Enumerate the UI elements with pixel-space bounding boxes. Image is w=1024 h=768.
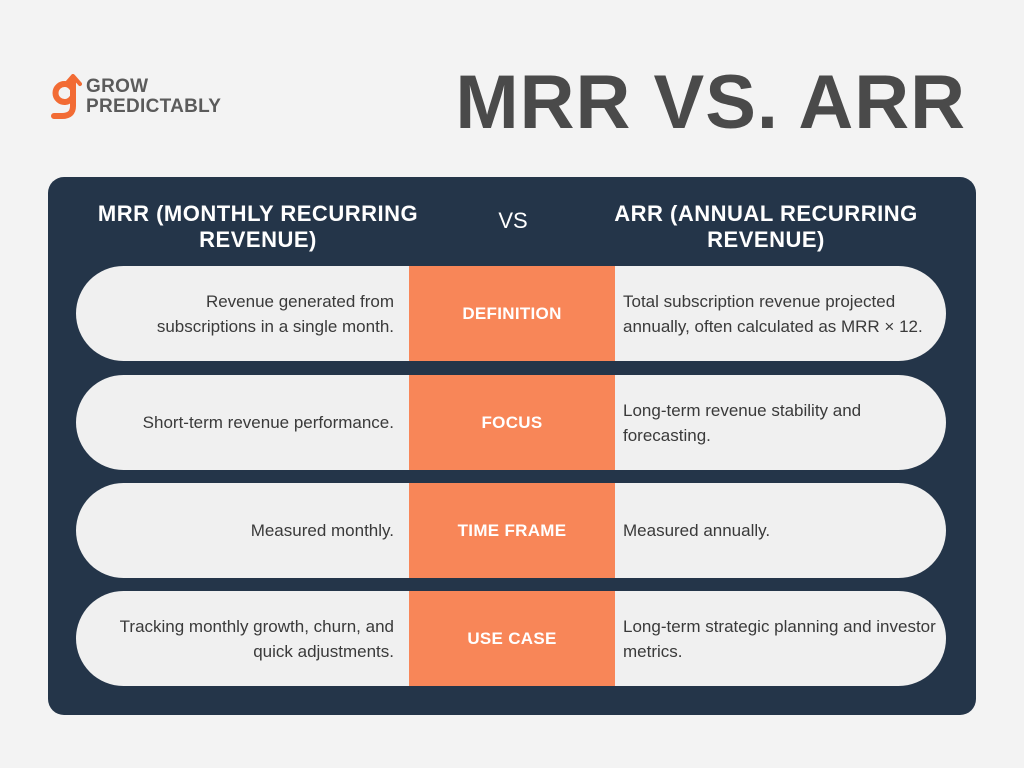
- row-label-cell: FOCUS: [409, 375, 615, 470]
- row-time-frame: TIME FRAME Measured monthly. Measured an…: [76, 483, 946, 578]
- row-definition: DEFINITION Revenue generated from subscr…: [76, 266, 946, 361]
- arr-cell: Long-term strategic planning and investo…: [623, 616, 936, 661]
- row-label: DEFINITION: [462, 303, 562, 323]
- brand-line-1: GROW: [86, 76, 149, 97]
- arr-column-header: ARR (ANNUAL RECURRING REVENUE): [614, 201, 918, 252]
- brand-wordmark: GROW PREDICTABLY: [86, 77, 221, 117]
- brand-line-2: PREDICTABLY: [86, 96, 222, 117]
- row-label-cell: DEFINITION: [409, 266, 615, 361]
- g-arrow-logo-icon: [51, 74, 82, 119]
- mrr-cell: Short-term revenue performance.: [142, 413, 394, 432]
- row-focus: FOCUS Short-term revenue performance. Lo…: [76, 375, 946, 470]
- row-label: TIME FRAME: [457, 520, 567, 540]
- arr-cell: Long-term revenue stability and forecast…: [623, 400, 862, 445]
- mrr-cell: Revenue generated from subscriptions in …: [156, 291, 394, 336]
- vs-label: VS: [498, 208, 528, 233]
- arr-cell: Measured annually.: [623, 521, 771, 540]
- comparison-panel: MRR (MONTHLY RECURRING REVENUE) VS ARR (…: [48, 177, 976, 715]
- row-use-case: USE CASE Tracking monthly growth, churn,…: [76, 591, 946, 686]
- brand-logo: GROW PREDICTABLY: [48, 74, 221, 120]
- mrr-cell: Tracking monthly growth, churn, and quic…: [119, 616, 394, 661]
- mrr-column-header: MRR (MONTHLY RECURRING REVENUE): [97, 201, 419, 252]
- arr-cell: Total subscription revenue projected ann…: [623, 291, 923, 336]
- mrr-cell: Measured monthly.: [250, 521, 394, 540]
- row-label-cell: TIME FRAME: [409, 483, 615, 578]
- row-label-cell: USE CASE: [409, 591, 615, 686]
- page-title: MRR VS. ARR: [455, 60, 966, 145]
- row-label: USE CASE: [467, 628, 557, 648]
- row-label: FOCUS: [481, 412, 543, 432]
